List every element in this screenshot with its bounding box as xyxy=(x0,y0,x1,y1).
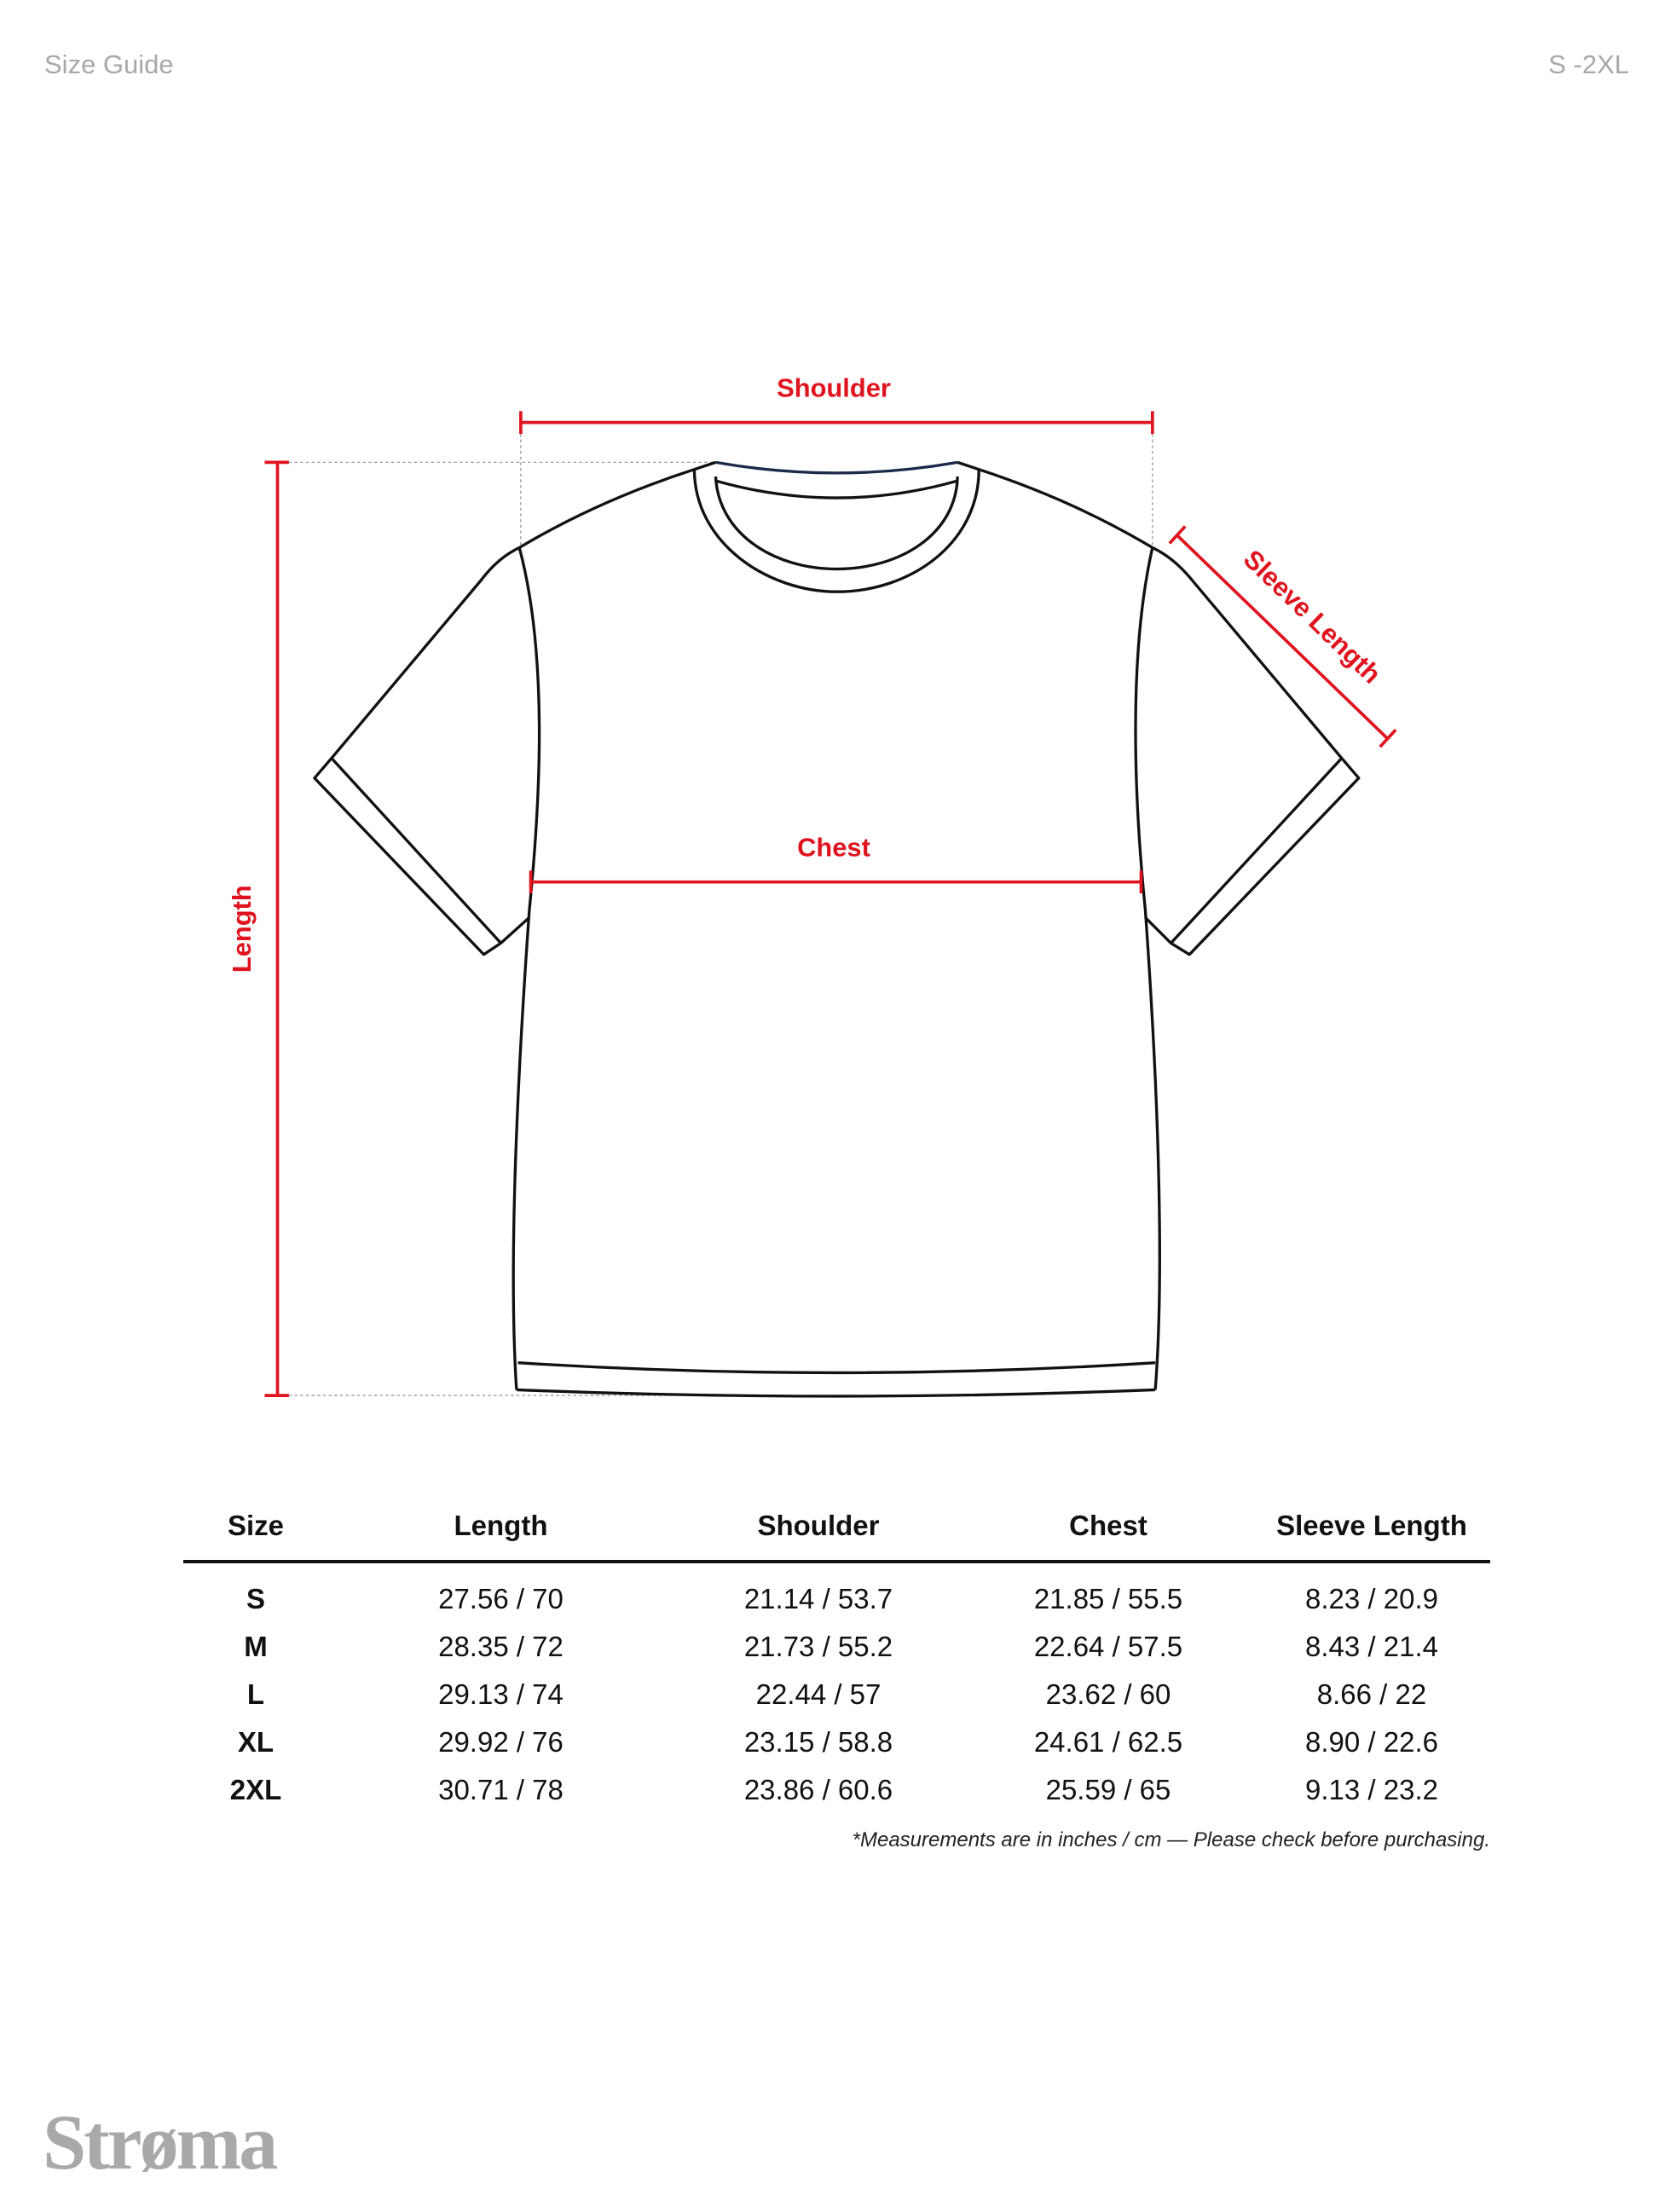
header-divider xyxy=(183,1560,1490,1563)
size-cell: XL xyxy=(237,1726,275,1758)
measurement-cell: 8.43 / 21.4 xyxy=(1305,1631,1438,1662)
measurement-cell: 8.90 / 22.6 xyxy=(1305,1726,1438,1758)
table-row: S 27.56 / 70 21.14 / 53.7 21.85 / 55.5 8.23 … xyxy=(183,1575,1490,1623)
measurement-cell: 23.15 / 58.8 xyxy=(743,1726,893,1758)
measurement-cell: 8.23 / 20.9 xyxy=(1305,1583,1438,1614)
brand-logo: Strøma xyxy=(43,2099,278,2186)
column-header: Shoulder xyxy=(757,1510,880,1541)
measurement-cell: 29.92 / 76 xyxy=(438,1726,564,1758)
measurement-cell: 23.86 / 60.6 xyxy=(743,1774,893,1805)
measurement-cell: 21.73 / 55.2 xyxy=(743,1631,893,1662)
measurement-cell: 9.13 / 23.2 xyxy=(1305,1774,1438,1805)
measurement-note: *Measurements are in inches / cm — Pleas… xyxy=(852,1828,1490,1851)
measurement-cell: 29.13 / 74 xyxy=(438,1678,564,1710)
size-cell: 2XL xyxy=(229,1774,282,1805)
sleeve-measure-line xyxy=(1168,525,1397,748)
size-cell: M xyxy=(244,1631,268,1662)
table-row: L 29.13 / 74 22.44 / 57 23.62 / 60 8.66 / 22 xyxy=(183,1671,1490,1718)
measurement-cell: 22.44 / 57 xyxy=(755,1678,882,1710)
chest-measure-line xyxy=(529,870,1143,894)
measurement-cell: 23.62 / 60 xyxy=(1045,1678,1171,1710)
page-title: Size Guide xyxy=(44,49,174,79)
measurement-cell: 21.14 / 53.7 xyxy=(743,1583,893,1614)
chest-label: Chest xyxy=(797,833,870,863)
measurement-cell: 22.64 / 57.5 xyxy=(1033,1631,1183,1662)
size-range: S -2XL xyxy=(1548,49,1629,79)
table-row: XL 29.92 / 76 23.15 / 58.8 24.61 / 62.5 8.90… xyxy=(183,1718,1490,1766)
size-cell: S xyxy=(246,1583,265,1614)
table-header: Size Length Shoulder Chest Sleeve Length xyxy=(183,1500,1490,1551)
measurement-cell: 24.61 / 62.5 xyxy=(1033,1726,1183,1758)
measurement-cell: 21.85 / 55.5 xyxy=(1033,1583,1183,1614)
guide-lines xyxy=(277,422,1153,1396)
length-measure-line xyxy=(264,460,289,1397)
column-header: Length xyxy=(454,1510,548,1541)
length-label: Length xyxy=(227,885,257,973)
column-header: Sleeve Length xyxy=(1276,1510,1467,1541)
column-header: Chest xyxy=(1069,1510,1147,1541)
shoulder-label: Shoulder xyxy=(777,373,891,403)
tshirt-outline xyxy=(313,460,1361,1398)
measurement-cell: 25.59 / 65 xyxy=(1045,1774,1171,1805)
shoulder-measure-line xyxy=(519,411,1154,434)
size-table: Size Length Shoulder Chest Sleeve Length… xyxy=(183,1500,1490,1814)
measurement-cell: 30.71 / 78 xyxy=(438,1774,564,1805)
table-row: M 28.35 / 72 21.73 / 55.2 22.64 / 57.5 8.43 … xyxy=(183,1623,1490,1671)
size-cell: L xyxy=(246,1678,265,1710)
column-header: Size xyxy=(227,1510,285,1541)
measurement-cell: 28.35 / 72 xyxy=(438,1631,564,1662)
measurement-cell: 27.56 / 70 xyxy=(438,1583,564,1614)
table-row: 2XL 30.71 / 78 23.86 / 60.6 25.59 / 65 9.13 … xyxy=(183,1766,1490,1814)
measurement-cell: 8.66 / 22 xyxy=(1316,1678,1427,1710)
